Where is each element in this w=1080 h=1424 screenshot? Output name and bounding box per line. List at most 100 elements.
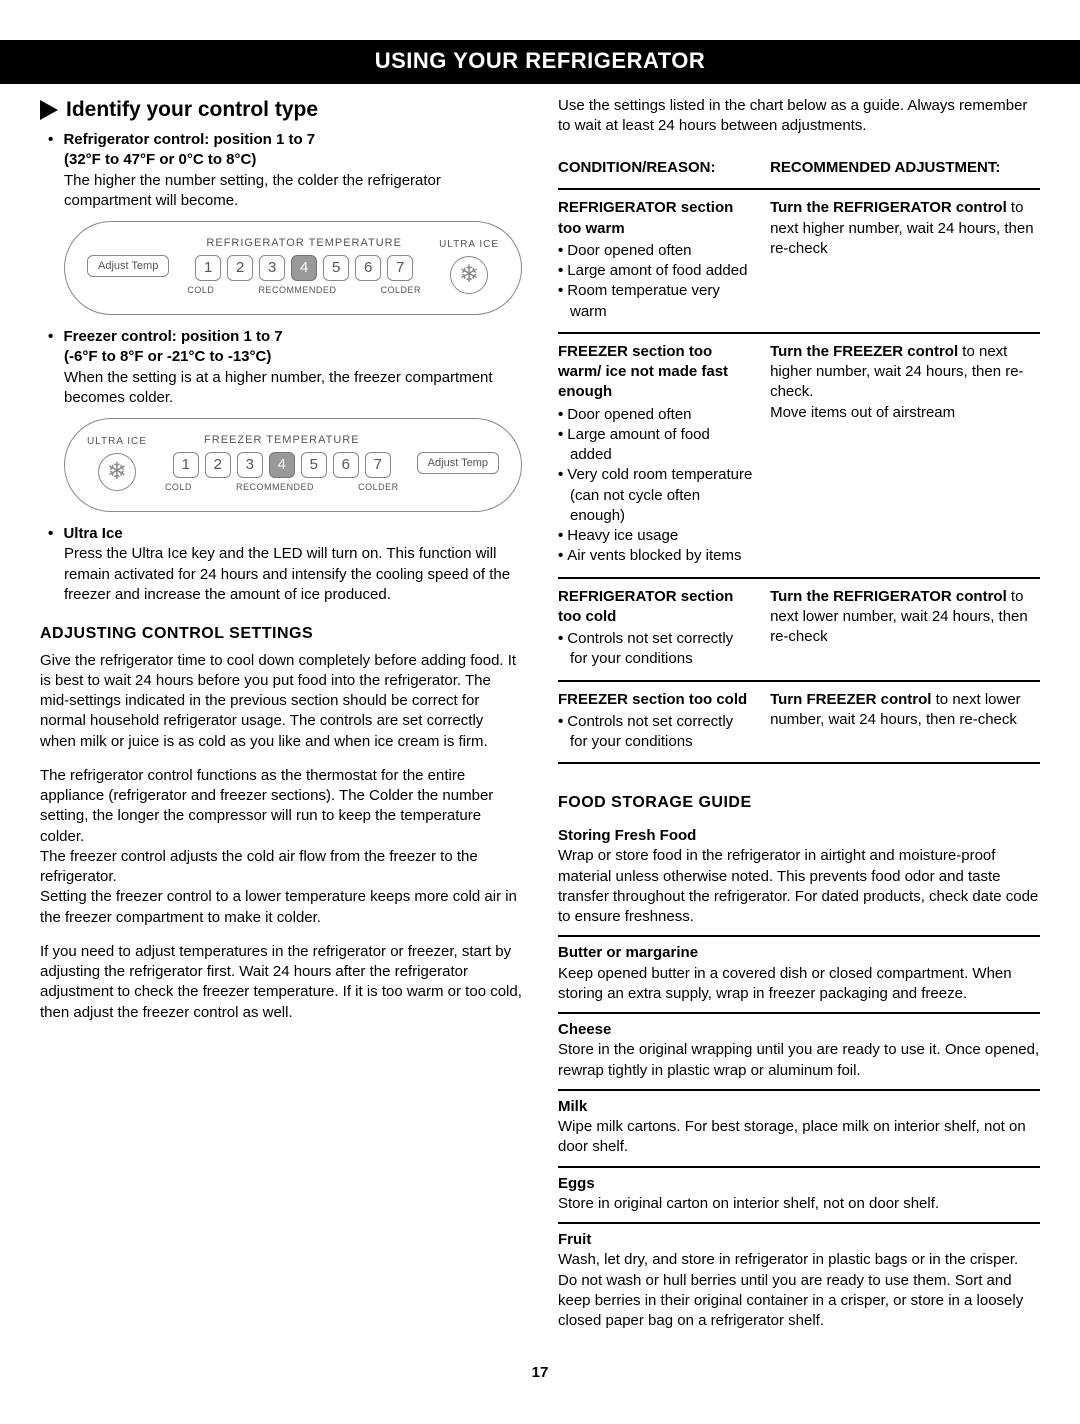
adjustment-cell: Turn the REFRIGERATOR control to next hi… — [770, 189, 1040, 333]
right-column: Use the settings listed in the chart bel… — [558, 96, 1040, 1340]
reason-item: Room temperatue very warm — [558, 281, 754, 322]
reason-item: Heavy ice usage — [558, 526, 754, 546]
food-body: Store in original carton on interior she… — [558, 1194, 1040, 1214]
freezer-temp-label: FREEZER TEMPERATURE — [165, 433, 399, 448]
condition-cell: REFRIGERATOR section too coldControls no… — [558, 578, 770, 681]
th-adjustment: RECOMMENDED ADJUSTMENT: — [770, 150, 1040, 189]
food-body: Store in the original wrapping until you… — [558, 1040, 1040, 1081]
section-title: Identify your control type — [40, 96, 522, 124]
food-item: EggsStore in original carton on interior… — [558, 1168, 1040, 1225]
dial-1: 1 — [195, 255, 221, 281]
dial-3: 3 — [259, 255, 285, 281]
table-row: REFRIGERATOR section too coldControls no… — [558, 578, 1040, 681]
page-number: 17 — [0, 1363, 1080, 1383]
adjustment-cell: Turn FREEZER control to next lower numbe… — [770, 681, 1040, 764]
reason-list: Controls not set correctly for your cond… — [558, 712, 754, 753]
triangle-icon — [40, 100, 58, 120]
adj-p2: The refrigerator control functions as th… — [40, 766, 522, 847]
dial-7: 7 — [365, 452, 391, 478]
food-head: Storing Fresh Food — [558, 826, 1040, 846]
condition-cell: FREEZER section too warm/ ice not made f… — [558, 333, 770, 578]
freezer-range: (-6°F to 8°F or -21°C to -13°C) — [64, 347, 522, 367]
dial-1: 1 — [173, 452, 199, 478]
scale-cold-2: COLD — [165, 481, 192, 493]
fix-bold: Turn the FREEZER control — [770, 343, 958, 360]
th-condition: CONDITION/REASON: — [558, 150, 770, 189]
freezer-head: Freezer control: position 1 to 7 — [63, 328, 282, 345]
dial-6: 6 — [355, 255, 381, 281]
reason-item: Door opened often — [558, 241, 754, 261]
dial-5: 5 — [301, 452, 327, 478]
condition-cell: REFRIGERATOR section too warmDoor opened… — [558, 189, 770, 333]
reason-list: Controls not set correctly for your cond… — [558, 629, 754, 670]
fridge-panel-diagram: Adjust Temp REFRIGERATOR TEMPERATURE 123… — [64, 221, 522, 315]
right-intro: Use the settings listed in the chart bel… — [558, 96, 1040, 137]
freezer-scale: COLD RECOMMENDED COLDER — [165, 481, 399, 493]
dial-2: 2 — [205, 452, 231, 478]
fridge-temp-label: REFRIGERATOR TEMPERATURE — [187, 236, 421, 251]
table-row: REFRIGERATOR section too warmDoor opened… — [558, 189, 1040, 333]
adj-p4: Setting the freezer control to a lower t… — [40, 887, 522, 928]
fridge-range: (32°F to 47°F or 0°C to 8°C) — [64, 150, 522, 170]
food-head: Eggs — [558, 1174, 1040, 1194]
condition-title: FREEZER section too warm/ ice not made f… — [558, 342, 754, 403]
condition-title: REFRIGERATOR section too cold — [558, 587, 754, 628]
reason-list: Door opened oftenLarge amount of food ad… — [558, 405, 754, 567]
scale-colder-2: COLDER — [358, 481, 399, 493]
ultra-ice-col-2: ULTRA ICE ❄ — [87, 435, 147, 491]
scale-colder: COLDER — [381, 284, 422, 296]
adjustment-cell: Turn the REFRIGERATOR control to next lo… — [770, 578, 1040, 681]
scale-rec-2: RECOMMENDED — [236, 481, 314, 493]
reason-item: Air vents blocked by items — [558, 546, 754, 566]
food-body: Keep opened butter in a covered dish or … — [558, 964, 1040, 1005]
fix-bold: Turn FREEZER control — [770, 691, 931, 708]
page-header: USING YOUR REFRIGERATOR — [0, 40, 1080, 84]
table-row: FREEZER section too coldControls not set… — [558, 681, 1040, 764]
condition-title: REFRIGERATOR section too warm — [558, 198, 754, 239]
fix-bold: Turn the REFRIGERATOR control — [770, 588, 1007, 605]
reason-item: Controls not set correctly for your cond… — [558, 629, 754, 670]
scale-cold: COLD — [187, 284, 214, 296]
freezer-panel-diagram: ULTRA ICE ❄ FREEZER TEMPERATURE 1234567 … — [64, 418, 522, 512]
food-guide-heading: FOOD STORAGE GUIDE — [558, 792, 1040, 814]
reason-item: Controls not set correctly for your cond… — [558, 712, 754, 753]
fix-bold: Turn the REFRIGERATOR control — [770, 199, 1007, 216]
top-margin — [0, 0, 1080, 40]
left-column: Identify your control type Refrigerator … — [40, 96, 522, 1340]
food-head: Fruit — [558, 1230, 1040, 1250]
adjust-temp-button: Adjust Temp — [87, 255, 169, 277]
freezer-temp-block: FREEZER TEMPERATURE 1234567 COLD RECOMME… — [165, 433, 399, 493]
food-body: Wash, let dry, and store in refrigerator… — [558, 1250, 1040, 1331]
food-item: Storing Fresh FoodWrap or store food in … — [558, 820, 1040, 937]
ultra-ice-label: ULTRA ICE — [439, 238, 499, 252]
condition-title: FREEZER section too cold — [558, 690, 754, 710]
ultra-ice-body: Press the Ultra Ice key and the LED will… — [64, 544, 522, 605]
fridge-control-item: Refrigerator control: position 1 to 7 (3… — [48, 130, 522, 315]
food-head: Milk — [558, 1097, 1040, 1117]
freezer-dial-row: 1234567 — [165, 452, 399, 478]
freezer-body: When the setting is at a higher number, … — [64, 368, 522, 409]
food-item: MilkWipe milk cartons. For best storage,… — [558, 1091, 1040, 1168]
reason-item: Large amount of food added — [558, 425, 754, 466]
troubleshoot-table: CONDITION/REASON: RECOMMENDED ADJUSTMENT… — [558, 150, 1040, 764]
condition-cell: FREEZER section too coldControls not set… — [558, 681, 770, 764]
adjusting-heading: ADJUSTING CONTROL SETTINGS — [40, 623, 522, 645]
adj-p1: Give the refrigerator time to cool down … — [40, 651, 522, 752]
food-list: Storing Fresh FoodWrap or store food in … — [558, 820, 1040, 1339]
section-title-text: Identify your control type — [66, 96, 318, 124]
ultra-ice-item: Ultra Ice Press the Ultra Ice key and th… — [48, 524, 522, 605]
adj-p3: The freezer control adjusts the cold air… — [40, 847, 522, 888]
adj-p5: If you need to adjust temperatures in th… — [40, 942, 522, 1023]
food-item: Butter or margarineKeep opened butter in… — [558, 937, 1040, 1014]
dial-5: 5 — [323, 255, 349, 281]
fridge-scale: COLD RECOMMENDED COLDER — [187, 284, 421, 296]
ultra-ice-col: ULTRA ICE ❄ — [439, 238, 499, 294]
food-head: Butter or margarine — [558, 943, 1040, 963]
food-body: Wipe milk cartons. For best storage, pla… — [558, 1117, 1040, 1158]
snowflake-icon: ❄ — [450, 256, 488, 294]
reason-item: Door opened often — [558, 405, 754, 425]
snowflake-icon-2: ❄ — [98, 453, 136, 491]
adjust-temp-button-2: Adjust Temp — [417, 452, 499, 474]
fridge-head: Refrigerator control: position 1 to 7 — [63, 131, 315, 148]
food-item: CheeseStore in the original wrapping unt… — [558, 1014, 1040, 1091]
